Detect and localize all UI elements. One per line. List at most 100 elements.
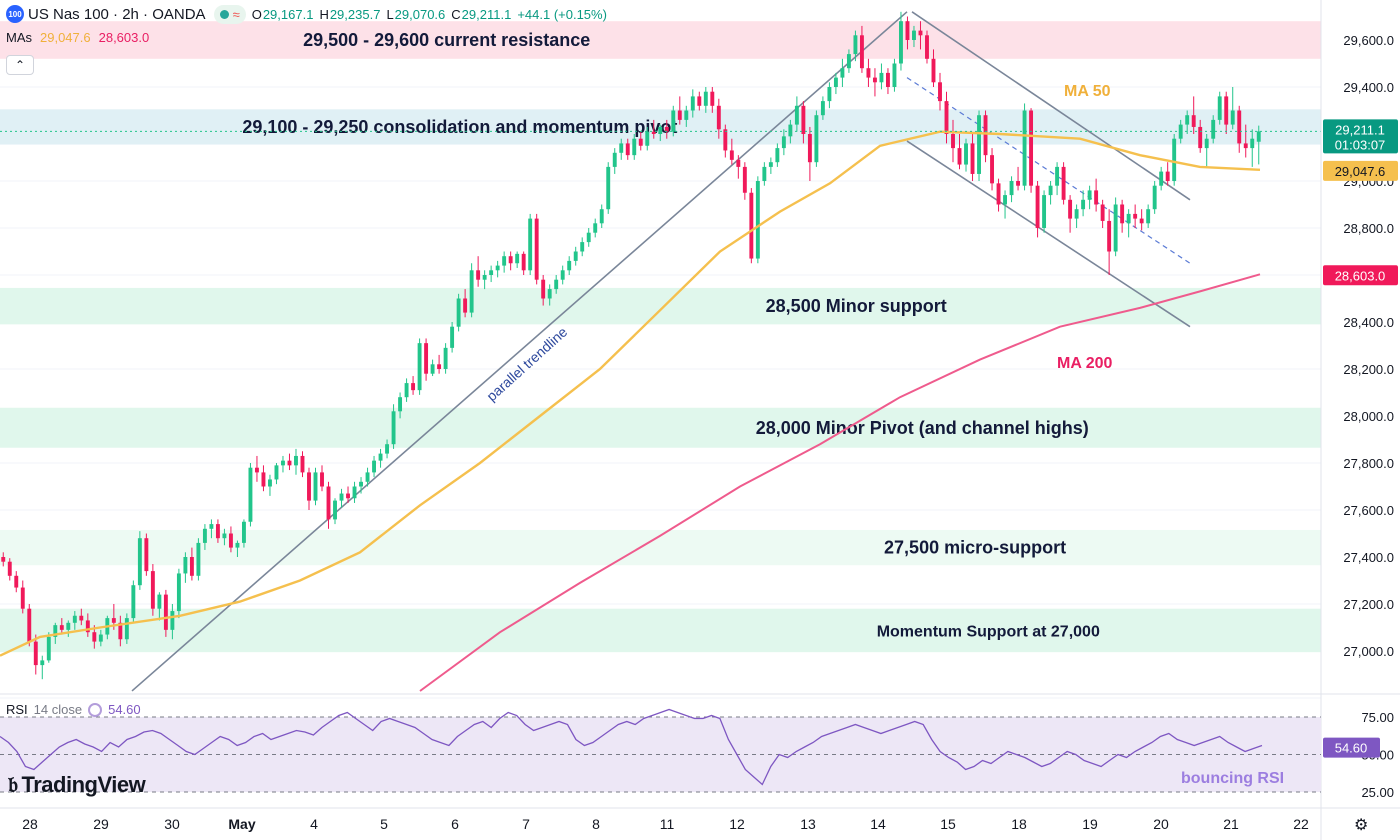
- candle-body: [385, 444, 390, 454]
- candle-body: [508, 256, 513, 264]
- candle-body: [749, 192, 754, 259]
- candle-body: [846, 54, 851, 69]
- symbol-title[interactable]: US Nas 100 · 2h · OANDA: [28, 5, 206, 23]
- candle-body: [872, 77, 877, 83]
- candle-body: [762, 166, 767, 181]
- candle-body: [235, 542, 240, 548]
- ma50-tag-value: 29,047.6: [1335, 164, 1386, 179]
- ma200-label: MA 200: [1057, 355, 1113, 372]
- moving-averages-legend[interactable]: MAs 29,047.6 28,603.0: [6, 30, 149, 45]
- mas-label: MAs: [6, 30, 32, 45]
- candle-body: [456, 298, 461, 327]
- candle-body: [781, 136, 786, 149]
- rsi-legend[interactable]: RSI 14 close 54.60: [6, 702, 141, 717]
- time-tick: 22: [1293, 816, 1309, 832]
- price-tick: 28,400.0: [1343, 315, 1394, 330]
- market-status-pill[interactable]: ≈: [213, 4, 246, 24]
- candle-body: [1211, 119, 1216, 139]
- candle-body: [313, 472, 318, 501]
- candle-body: [189, 557, 194, 576]
- candle-body: [398, 397, 403, 412]
- candle-body: [931, 58, 936, 83]
- candle-body: [547, 289, 552, 299]
- candle-body: [1081, 199, 1086, 210]
- time-tick: 19: [1082, 816, 1098, 832]
- open-value: 29,167.1: [262, 6, 314, 22]
- rsi-tick: 75.00: [1361, 710, 1394, 725]
- candle-body: [1061, 166, 1066, 200]
- candle-body: [1172, 138, 1177, 181]
- candle-body: [326, 486, 331, 520]
- candle-body: [144, 538, 149, 572]
- candle-body: [255, 467, 259, 473]
- candle-body: [1133, 213, 1138, 219]
- candle-body: [1094, 190, 1099, 205]
- candle-body: [346, 493, 350, 499]
- candle-body: [944, 101, 949, 134]
- time-tick: 14: [870, 816, 886, 832]
- tradingview-logo[interactable]: 𝔟 TradingView: [8, 772, 146, 798]
- rsi-legend-value: 54.60: [108, 702, 141, 717]
- candle-body: [755, 181, 760, 259]
- candle-body: [951, 134, 955, 149]
- ma200-line: [419, 273, 1261, 692]
- candle-body: [892, 63, 897, 87]
- ma50-price-tag: [1323, 160, 1398, 181]
- candle-body: [833, 77, 838, 87]
- candle-body: [820, 101, 825, 116]
- candle-body: [118, 622, 123, 640]
- candle-body: [268, 479, 272, 487]
- candle-body: [150, 571, 155, 609]
- time-tick: 29: [93, 816, 109, 832]
- collapse-legend-button[interactable]: ⌃: [6, 55, 34, 75]
- candle-body: [222, 533, 227, 539]
- candle-body: [918, 30, 923, 36]
- candle-body: [339, 493, 344, 501]
- time-tick: 7: [522, 816, 530, 832]
- last-price-value: 29,211.1: [1335, 122, 1385, 137]
- candle-body: [482, 275, 487, 280]
- candle-body: [14, 575, 19, 588]
- candle-body: [294, 455, 298, 466]
- candle-body: [411, 383, 416, 391]
- candle-body: [801, 105, 806, 134]
- price-tick: 29,400.0: [1343, 80, 1394, 95]
- candle-body: [716, 105, 721, 130]
- candle-body: [300, 455, 305, 473]
- candle-body: [72, 615, 77, 623]
- rsi-params: 14 close: [33, 702, 83, 717]
- candle-body: [658, 126, 663, 134]
- candle-body: [196, 542, 201, 576]
- candle-body: [27, 608, 32, 642]
- candle-body: [437, 364, 442, 369]
- price-tick: 29,600.0: [1343, 33, 1394, 48]
- time-tick: 4: [310, 816, 318, 832]
- time-tick: 5: [380, 816, 388, 832]
- candle-body: [528, 218, 533, 271]
- candle-body: [1107, 220, 1112, 252]
- candle-body: [1224, 96, 1229, 125]
- candle-body: [1022, 110, 1027, 186]
- zone-band: [0, 608, 1321, 653]
- settings-gear-icon[interactable]: ⚙: [1354, 817, 1369, 834]
- candle-body: [261, 472, 266, 487]
- candle-body: [98, 634, 103, 642]
- candle-body: [111, 618, 116, 623]
- zone-label: 28,500 Minor support: [766, 296, 947, 316]
- candle-body: [1237, 110, 1242, 144]
- candle-body: [677, 110, 682, 120]
- candle-body: [1256, 131, 1261, 142]
- candle-body: [788, 124, 793, 137]
- candle-body: [671, 110, 676, 132]
- candle-body: [1029, 110, 1034, 186]
- candle-body: [651, 131, 656, 134]
- candle-body: [938, 82, 942, 102]
- candle-body: [124, 618, 129, 640]
- candle-body: [92, 632, 97, 642]
- candle-body: [905, 21, 910, 40]
- candle-body: [957, 148, 962, 165]
- rsi-tick: 25.00: [1361, 785, 1394, 800]
- close-value: 29,211.1: [461, 6, 512, 22]
- candle-body: [645, 131, 650, 146]
